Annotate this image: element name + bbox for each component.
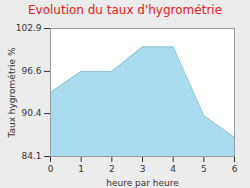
svg-text:Taux hygrométrie %: Taux hygrométrie % xyxy=(7,47,17,139)
svg-text:102.9: 102.9 xyxy=(16,23,42,33)
svg-text:heure par heure: heure par heure xyxy=(106,178,179,188)
svg-text:90.4: 90.4 xyxy=(21,108,41,118)
html-text:Evolution du taux d'hygrométri: Evolution du taux d'hygrométrie xyxy=(28,3,222,17)
svg-text:5: 5 xyxy=(201,164,207,174)
svg-text:96.6: 96.6 xyxy=(21,66,41,76)
svg-text:0: 0 xyxy=(48,164,54,174)
svg-text:1: 1 xyxy=(78,164,84,174)
svg-text:3: 3 xyxy=(140,164,146,174)
svg-text:4: 4 xyxy=(170,164,176,174)
svg-text:2: 2 xyxy=(109,164,115,174)
svg-text:84.1: 84.1 xyxy=(21,151,41,161)
svg-text:6: 6 xyxy=(232,164,238,174)
